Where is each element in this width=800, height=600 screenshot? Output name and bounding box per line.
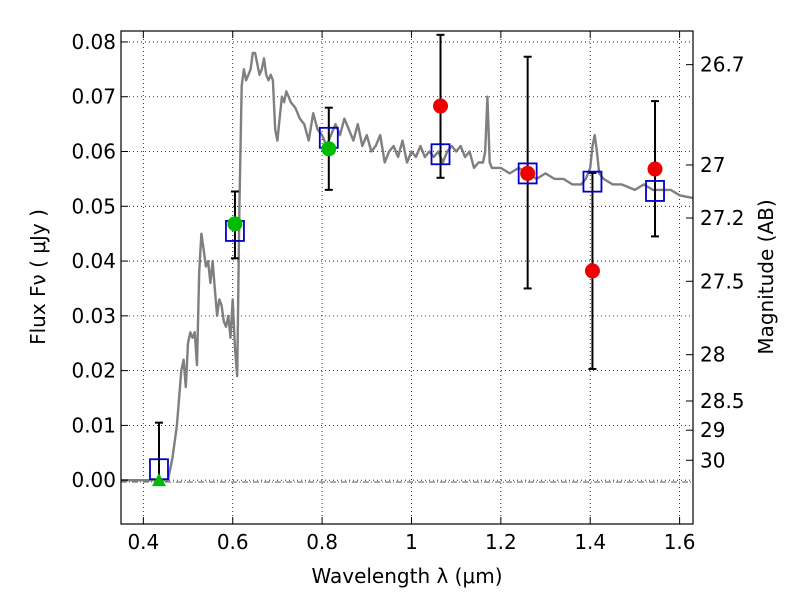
right-tick-label: 29	[700, 418, 725, 442]
y-tick-label: 0.07	[71, 85, 116, 109]
markers	[149, 98, 665, 487]
data-point	[520, 165, 536, 181]
y-tick-label: 0.00	[71, 468, 116, 492]
right-tick-label: 27.5	[700, 269, 745, 293]
right-tick-label: 26.7	[700, 53, 745, 77]
x-tick-label: 0.6	[217, 530, 249, 554]
y-tick-label: 0.05	[71, 194, 116, 218]
y-tick-label: 0.08	[71, 30, 116, 54]
y-tick-label: 0.01	[71, 413, 116, 437]
x-tick-label: 0.4	[127, 530, 159, 554]
right-axis-ticks: 26.7 27 27.2 27.5 28 28.5 29 30	[686, 53, 745, 472]
right-tick-label: 28	[700, 343, 725, 367]
y-tick-label: 0.06	[71, 140, 116, 164]
x-tick-label: 1.6	[664, 530, 696, 554]
right-tick-label: 30	[700, 448, 725, 472]
model-photometry-square	[430, 143, 451, 166]
data-point	[584, 263, 600, 279]
data-point	[227, 216, 243, 232]
model-photometry-square	[517, 162, 538, 185]
plot-background	[121, 31, 693, 524]
data-point	[433, 98, 449, 114]
right-tick-label: 28.5	[700, 389, 745, 413]
upper-limit-triangle	[151, 473, 166, 487]
model-photometry-square	[582, 170, 603, 193]
data-point	[647, 161, 663, 177]
y-axis-label: Flux Fν ( μJy )	[26, 209, 50, 345]
y-tick-label: 0.02	[71, 359, 116, 383]
y-axis-ticks: 0.00 0.01 0.02 0.03 0.04 0.05 0.06 0.07 0.08	[71, 30, 128, 492]
x-axis-ticks: 0.4 0.6 0.8 1 1.2 1.4 1.6	[127, 31, 696, 554]
right-tick-label: 27	[700, 153, 725, 177]
x-tick-label: 1.4	[574, 530, 606, 554]
data-point	[321, 141, 337, 157]
x-tick-label: 0.8	[306, 530, 338, 554]
right-tick-label: 27.2	[700, 206, 745, 230]
x-tick-label: 1	[405, 530, 418, 554]
plot-frame	[120, 30, 694, 525]
x-axis-label: Wavelength λ (μm)	[311, 564, 502, 588]
model-photometry-square	[645, 180, 665, 202]
y-tick-label: 0.04	[71, 249, 116, 273]
right-axis-label: Magnitude (AB)	[754, 199, 778, 354]
y-tick-label: 0.03	[71, 304, 116, 328]
x-tick-label: 1.2	[485, 530, 517, 554]
